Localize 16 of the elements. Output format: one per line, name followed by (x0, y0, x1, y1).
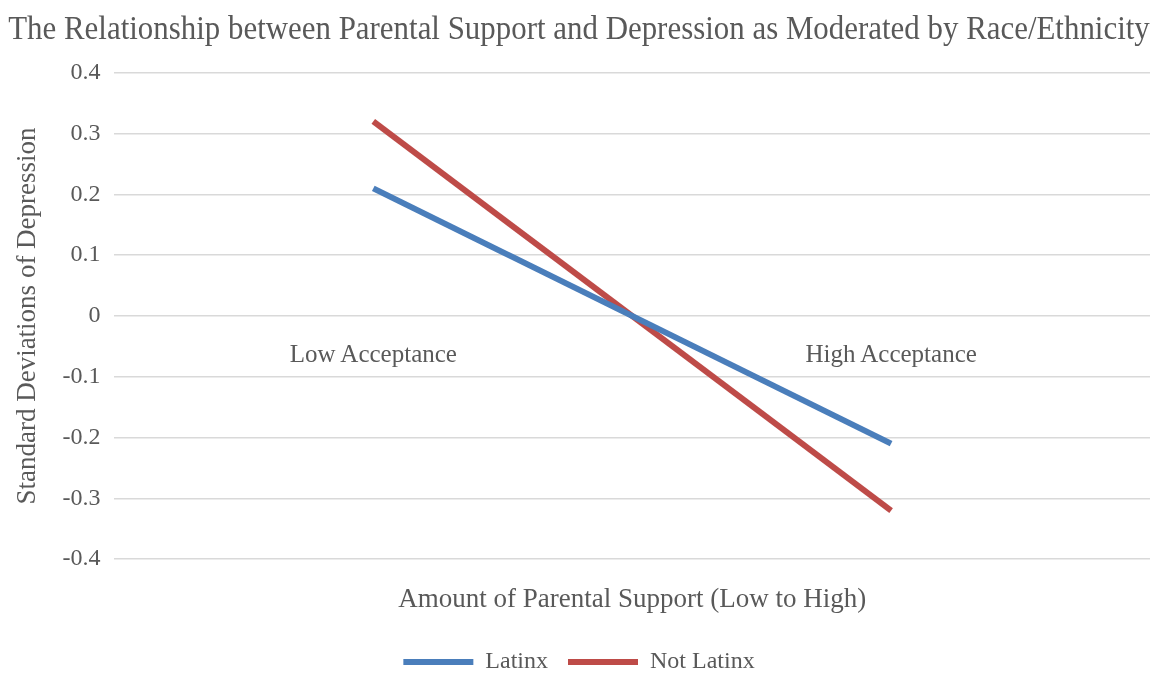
y-tick-label: -0.4 (62, 544, 101, 571)
y-tick-label: -0.2 (62, 422, 101, 449)
y-tick-label: 0.4 (70, 58, 101, 85)
chart-title: The Relationship between Parental Support and Depression as Moderated by Race/Ethnicity (8, 8, 1151, 47)
legend-label: Latinx (485, 647, 549, 674)
y-tick-label: -0.3 (62, 483, 101, 510)
annotation: High Acceptance (805, 339, 977, 367)
legend-label: Not Latinx (650, 647, 755, 674)
y-tick-label: 0.1 (70, 240, 101, 267)
y-tick-label: 0.2 (70, 179, 101, 206)
y-tick-label: 0 (88, 301, 101, 328)
y-tick-label: 0.3 (70, 118, 101, 145)
x-axis-title: Amount of Parental Support (Low to High) (398, 582, 867, 613)
y-tick-label: -0.1 (62, 362, 101, 389)
y-axis-title: Standard Deviations of Depression (11, 126, 42, 505)
annotation: Low Acceptance (289, 339, 457, 367)
